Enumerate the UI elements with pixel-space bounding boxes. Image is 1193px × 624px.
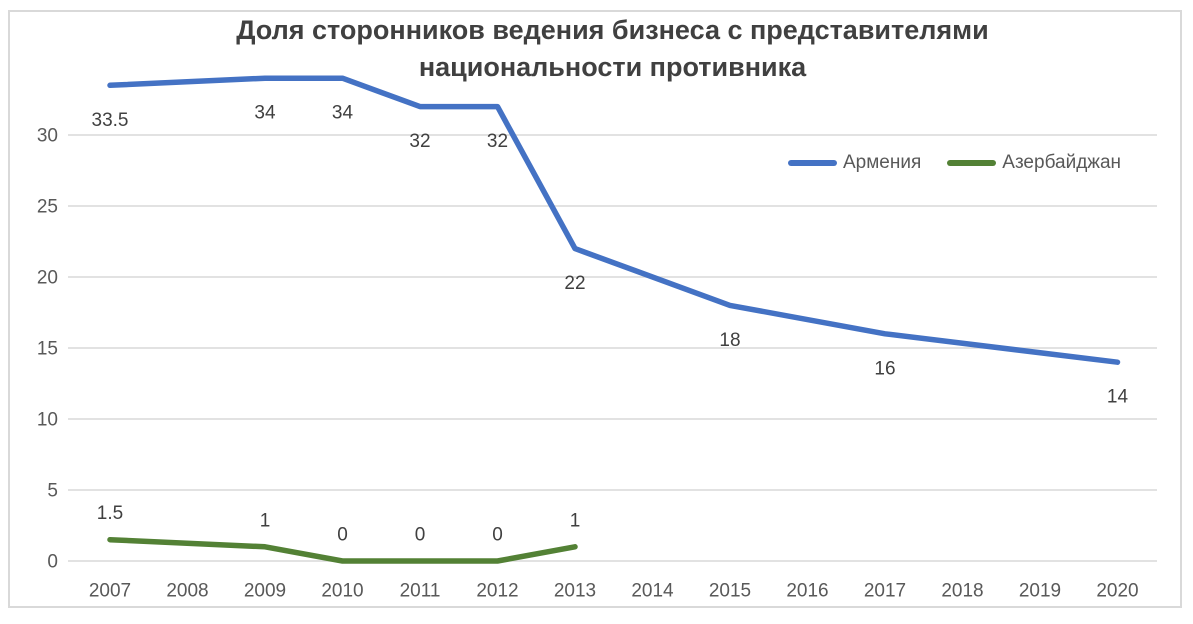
data-label-armenia-2017: 16 xyxy=(874,358,895,379)
legend: Армения Азербайджан xyxy=(788,150,1121,176)
legend-line-swatch-azerbaijan-icon xyxy=(947,160,997,166)
data-label-armenia-2011: 32 xyxy=(409,131,430,152)
x-tick-label: 2007 xyxy=(89,581,131,602)
x-tick-label: 2009 xyxy=(244,581,286,602)
x-tick-label: 2016 xyxy=(786,581,828,602)
chart-title: Доля сторонников ведения бизнеса с предс… xyxy=(68,12,1157,86)
data-label-azerbaijan-2007: 1.5 xyxy=(97,503,123,524)
data-label-armenia-2009: 34 xyxy=(254,103,276,124)
data-label-armenia-2007: 33.5 xyxy=(92,110,129,131)
legend-item-armenia: Армения xyxy=(788,152,921,174)
y-tick-label: 5 xyxy=(47,481,58,502)
x-tick-label: 2008 xyxy=(166,581,208,602)
x-tick-label: 2013 xyxy=(554,581,596,602)
legend-label-armenia: Армения xyxy=(843,152,922,173)
x-tick-label: 2018 xyxy=(941,581,983,602)
x-tick-label: 2012 xyxy=(476,581,518,602)
series-line-armenia xyxy=(107,75,1121,365)
y-tick-label: 0 xyxy=(47,552,58,573)
chart-title-line1: Доля сторонников ведения бизнеса с предс… xyxy=(236,15,989,45)
x-tick-label: 2011 xyxy=(400,581,441,602)
x-tick-label: 2014 xyxy=(631,581,674,602)
legend-item-azerbaijan: Азербайджан xyxy=(947,152,1121,174)
series-line-azerbaijan xyxy=(107,536,578,564)
x-tick-label: 2010 xyxy=(321,581,363,602)
legend-line-swatch-armenia-icon xyxy=(788,160,837,166)
data-label-azerbaijan-2009: 1 xyxy=(260,510,271,531)
chart-title-line2: национальности противника xyxy=(418,52,807,82)
chart-frame xyxy=(8,10,1182,608)
data-label-armenia-2015: 18 xyxy=(719,330,740,351)
y-tick-label: 10 xyxy=(37,410,58,431)
data-label-azerbaijan-2012: 0 xyxy=(492,525,503,546)
y-tick-label: 30 xyxy=(37,126,58,147)
x-tick-label: 2020 xyxy=(1096,581,1138,602)
x-tick-label: 2017 xyxy=(864,581,906,602)
data-label-armenia-2020: 14 xyxy=(1107,387,1129,408)
x-tick-label: 2019 xyxy=(1019,581,1061,602)
data-label-azerbaijan-2013: 1 xyxy=(570,510,581,531)
data-label-azerbaijan-2010: 0 xyxy=(337,525,348,546)
data-label-armenia-2013: 22 xyxy=(564,273,585,294)
data-label-armenia-2010: 34 xyxy=(332,103,354,124)
y-tick-label: 15 xyxy=(37,339,58,360)
data-label-armenia-2012: 32 xyxy=(487,131,508,152)
y-tick-label: 25 xyxy=(37,197,58,218)
legend-label-azerbaijan: Азербайджан xyxy=(1002,152,1122,173)
data-label-azerbaijan-2011: 0 xyxy=(415,525,426,546)
x-tick-label: 2015 xyxy=(709,581,751,602)
y-tick-label: 20 xyxy=(37,268,58,289)
